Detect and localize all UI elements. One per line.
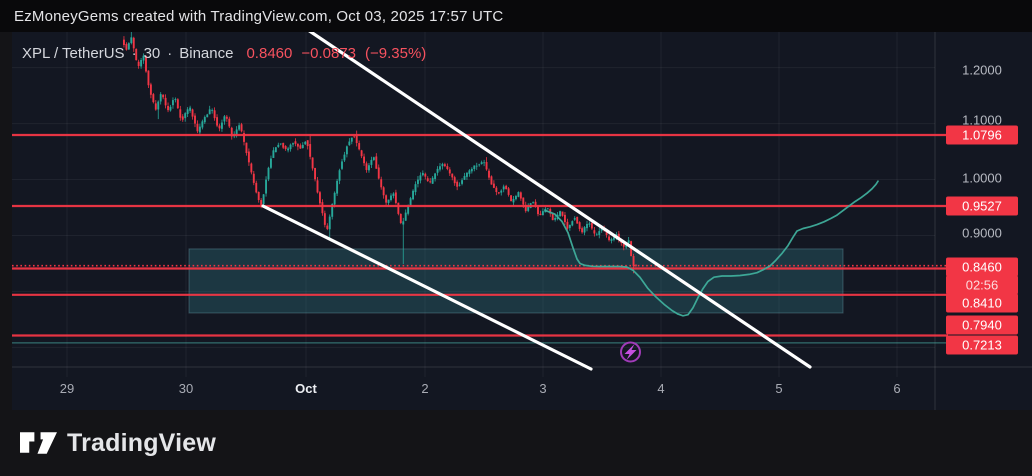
price-axis[interactable]: 1.2000 1.1000 1.0000 0.9000 1.0796 0.9527 0.84… [935, 32, 1032, 410]
time-tick-label: 6 [893, 381, 901, 396]
time-tick-label: Oct [295, 381, 317, 396]
price-tick-label: 1.0000 [962, 170, 1002, 186]
price-change: −0.0873 [301, 45, 356, 62]
lightning-icon-bolt [624, 344, 637, 360]
chart-legend: XPL / TetherUS · 30 · Binance 0.8460 −0.… [22, 45, 426, 62]
price-level-label: 0.9527 [946, 196, 1018, 216]
trendline-lower[interactable] [261, 204, 593, 371]
price-change-percent: (−9.35%) [365, 45, 427, 62]
price-level-label: 0.8410 [946, 293, 1018, 313]
last-price: 0.8460 [246, 45, 293, 62]
price-tick-label: 1.2000 [962, 62, 1002, 78]
attribution-bar: EzMoneyGems created with TradingView.com… [0, 0, 1032, 32]
time-axis[interactable]: 29 30 Oct 2 3 4 5 6 [12, 367, 935, 410]
lightning-icon[interactable] [620, 341, 641, 363]
trendline-upper[interactable] [308, 32, 812, 369]
candlestick-series [123, 32, 637, 274]
symbol-name: XPL / TetherUS [22, 45, 125, 62]
price-level-label: 0.7213 [946, 335, 1018, 355]
interval-label: 30 [143, 45, 161, 62]
time-tick-label: 4 [657, 381, 665, 396]
exchange-label: Binance [179, 45, 234, 62]
footer-bar: TradingView [0, 410, 1032, 476]
time-tick-label: 3 [539, 381, 547, 396]
ma-line [544, 180, 879, 317]
time-tick-label: 29 [59, 381, 75, 396]
tradingview-logo-icon [20, 432, 57, 454]
time-tick-label: 5 [775, 381, 783, 396]
price-tick-label: 0.9000 [962, 225, 1002, 241]
price-level-label: 0.8460 [946, 257, 1018, 277]
price-tick-label: 1.1000 [962, 112, 1002, 128]
tradingview-logo: TradingView [20, 429, 216, 458]
quote-values: 0.8460 −0.0873 (−9.35%) [246, 45, 426, 62]
time-tick-label: 2 [421, 381, 429, 396]
legend-separator: · [167, 45, 173, 62]
price-level-label: 1.0796 [946, 125, 1018, 145]
attribution-text: EzMoneyGems created with TradingView.com… [14, 7, 504, 25]
price-chart-canvas[interactable] [12, 32, 1032, 410]
price-level-label: 0.7940 [946, 315, 1018, 335]
legend-separator: · [131, 45, 137, 62]
bar-countdown-label: 02:56 [946, 275, 1018, 295]
supply-demand-zone-box[interactable] [188, 248, 844, 314]
tradingview-logo-text: TradingView [67, 428, 217, 457]
time-tick-label: 30 [178, 381, 194, 396]
chart-widget: XPL / TetherUS · 30 · Binance 0.8460 −0.… [12, 32, 1032, 410]
